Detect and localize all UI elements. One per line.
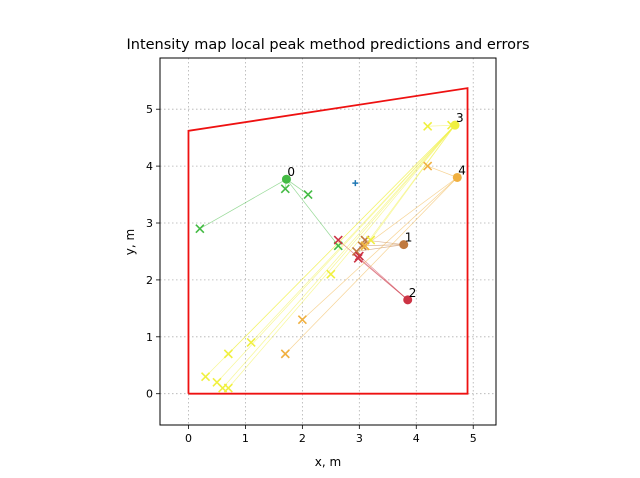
prediction-marker xyxy=(280,184,290,194)
source-label: 4 xyxy=(458,163,466,177)
prediction-marker xyxy=(360,241,370,251)
grid-lines xyxy=(160,58,496,425)
y-axis-label: y, m xyxy=(123,229,137,255)
chart-title: Intensity map local peak method predicti… xyxy=(126,37,529,53)
y-tick-label: 2 xyxy=(146,274,153,287)
plot-frame xyxy=(159,57,497,426)
prediction-marker xyxy=(354,251,364,261)
error-line xyxy=(228,124,456,389)
prediction-marker xyxy=(303,189,313,200)
source-marker xyxy=(399,240,409,250)
error-line xyxy=(222,124,456,389)
error-line xyxy=(357,258,408,301)
error-line xyxy=(359,255,408,301)
y-tick-label: 5 xyxy=(146,103,153,116)
prediction-marker xyxy=(326,269,336,279)
error-line xyxy=(199,178,287,230)
room-outline xyxy=(187,87,469,395)
error-lines xyxy=(199,124,458,389)
x-tick-label: 3 xyxy=(356,432,363,445)
error-line xyxy=(228,124,456,355)
prediction-marker xyxy=(351,246,362,257)
y-tick-label: 4 xyxy=(146,160,153,173)
y-tick-label: 1 xyxy=(146,331,153,344)
prediction-marker xyxy=(223,383,233,393)
x-axis-ticks: 0 1 2 3 4 5 xyxy=(185,425,477,445)
error-line xyxy=(370,124,456,241)
x-axis-label: x, m xyxy=(315,455,341,469)
prediction-marker xyxy=(423,161,433,171)
prediction-marker xyxy=(333,235,343,245)
prediction-marker xyxy=(195,224,205,234)
x-tick-label: 4 xyxy=(413,432,420,445)
error-line xyxy=(302,177,458,320)
y-tick-label: 3 xyxy=(146,217,153,230)
y-tick-label: 0 xyxy=(146,388,153,401)
prediction-marker xyxy=(297,315,307,325)
error-line xyxy=(286,178,339,246)
center-marker xyxy=(352,180,359,187)
source-label: 3 xyxy=(456,111,464,125)
prediction-marker xyxy=(223,349,233,359)
source-marker xyxy=(450,120,460,130)
error-line xyxy=(427,165,458,178)
source-markers xyxy=(281,120,462,305)
prediction-marker xyxy=(280,349,290,359)
y-axis-ticks: 0 1 2 3 4 5 xyxy=(146,103,160,401)
error-line xyxy=(362,244,404,247)
x-tick-label: 0 xyxy=(185,432,192,445)
error-line xyxy=(285,177,458,355)
error-line xyxy=(330,124,456,275)
x-tick-label: 1 xyxy=(242,432,249,445)
source-marker xyxy=(281,174,291,184)
source-marker xyxy=(452,172,462,182)
prediction-marker xyxy=(246,337,256,348)
x-tick-label: 5 xyxy=(470,432,477,445)
center-plus-marker xyxy=(352,180,359,187)
source-label: 1 xyxy=(405,231,413,245)
source-label: 2 xyxy=(409,286,417,300)
error-line xyxy=(250,124,456,343)
source-label: 0 xyxy=(287,165,295,179)
prediction-marker xyxy=(353,253,363,263)
x-tick-label: 2 xyxy=(299,432,306,445)
prediction-marker xyxy=(423,121,433,131)
prediction-marker xyxy=(200,372,211,382)
error-line xyxy=(364,177,458,247)
source-labels: 0 1 2 3 4 xyxy=(287,111,465,300)
source-marker xyxy=(403,295,413,305)
error-line xyxy=(216,124,456,383)
room-outline-line xyxy=(187,87,469,395)
